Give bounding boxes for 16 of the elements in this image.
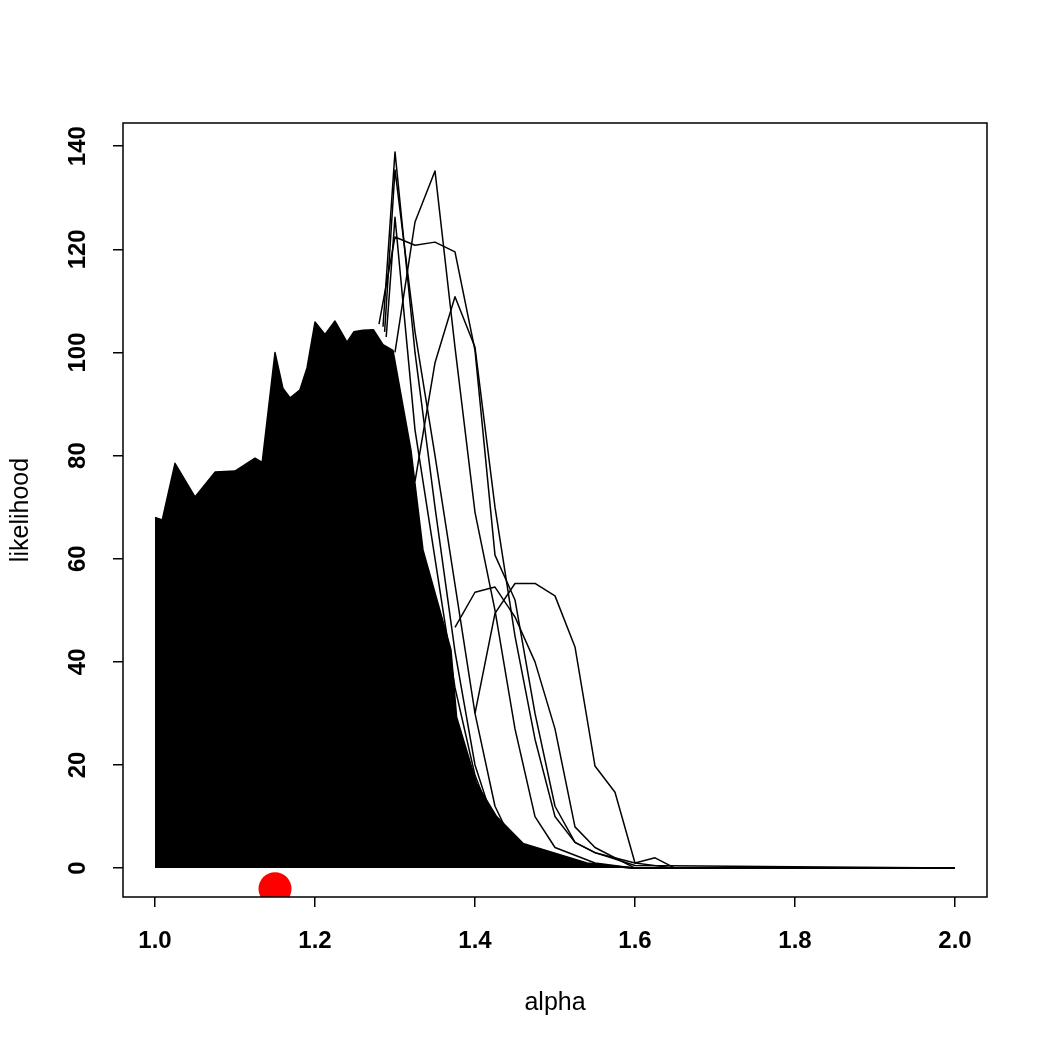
y-tick-label: 20 — [62, 751, 90, 779]
y-axis-title: likelihood — [4, 457, 33, 563]
x-tick-label: 1.0 — [138, 926, 172, 954]
x-tick-label: 1.2 — [298, 926, 332, 954]
x-tick-label: 2.0 — [938, 926, 972, 954]
y-tick-label: 40 — [62, 648, 90, 676]
x-tick-label: 1.6 — [618, 926, 652, 954]
x-tick-label: 1.4 — [458, 926, 493, 954]
y-tick-label: 140 — [62, 126, 90, 167]
x-axis-title: alpha — [524, 986, 586, 1015]
y-tick-label: 80 — [62, 442, 90, 469]
y-tick-label: 100 — [62, 332, 90, 373]
y-tick-label: 120 — [62, 229, 90, 270]
x-tick-label: 1.8 — [778, 926, 812, 954]
y-tick-label: 0 — [62, 861, 90, 875]
y-tick-label: 60 — [62, 545, 90, 573]
